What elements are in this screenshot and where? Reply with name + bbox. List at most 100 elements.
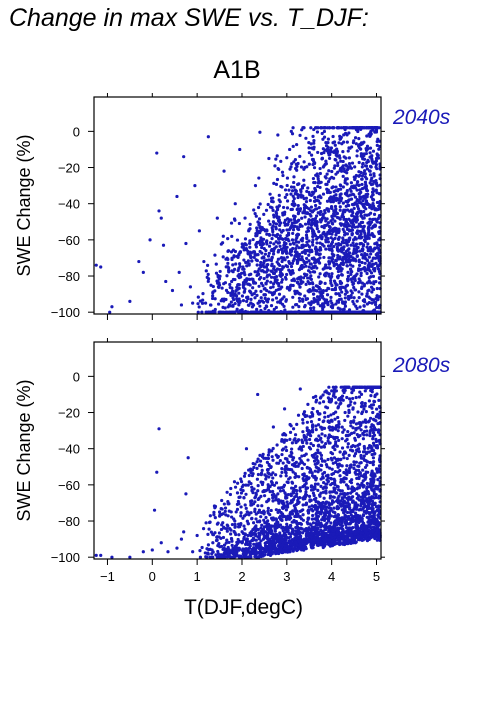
data-point <box>359 241 364 246</box>
data-point <box>254 289 258 293</box>
data-point <box>155 470 159 474</box>
data-point <box>327 156 332 161</box>
data-point <box>193 184 197 188</box>
data-point <box>242 258 246 262</box>
data-point <box>247 473 251 478</box>
data-point <box>336 237 341 241</box>
data-point <box>217 510 222 514</box>
data-point <box>271 200 275 204</box>
data-point <box>298 486 302 490</box>
data-point <box>301 421 305 425</box>
data-point <box>336 256 340 260</box>
data-point <box>308 262 312 266</box>
data-point <box>258 304 262 308</box>
data-point <box>200 545 204 550</box>
data-point <box>288 147 292 152</box>
data-point <box>347 258 351 263</box>
data-point <box>309 205 314 209</box>
data-point <box>312 145 316 149</box>
data-point <box>257 284 261 288</box>
data-point <box>267 310 271 314</box>
data-point <box>311 238 315 242</box>
data-point <box>225 538 229 542</box>
data-point <box>275 207 280 212</box>
data-point <box>371 202 375 206</box>
data-point <box>319 280 323 284</box>
data-point <box>339 297 343 301</box>
data-point <box>368 146 373 150</box>
data-point <box>290 261 295 265</box>
data-point <box>241 489 245 493</box>
data-point <box>241 516 245 520</box>
data-point <box>368 433 372 438</box>
data-point <box>308 193 312 197</box>
data-point <box>267 233 272 237</box>
data-point <box>299 281 303 285</box>
y-tick-label: −20 <box>58 406 80 421</box>
data-point <box>304 233 309 237</box>
data-point <box>283 222 288 226</box>
data-point <box>250 277 254 281</box>
data-point <box>331 254 335 258</box>
data-point <box>335 246 339 251</box>
data-point <box>276 133 280 137</box>
data-point <box>351 406 355 410</box>
data-point <box>255 466 259 470</box>
data-point <box>322 480 326 485</box>
data-point <box>241 283 245 287</box>
data-point <box>280 272 284 276</box>
data-point <box>365 486 369 491</box>
data-point <box>150 548 154 552</box>
data-point <box>302 160 306 164</box>
plot-frame <box>93 96 382 315</box>
data-point <box>338 205 342 209</box>
data-point <box>315 409 320 414</box>
data-point <box>284 518 288 522</box>
data-point <box>350 517 355 521</box>
data-point <box>376 216 380 221</box>
data-point <box>301 440 305 445</box>
data-point <box>337 292 341 296</box>
data-point <box>276 250 280 254</box>
data-point <box>243 287 247 291</box>
data-point <box>307 162 311 166</box>
data-point <box>260 268 265 273</box>
data-point <box>357 198 361 203</box>
data-point <box>274 305 278 310</box>
data-point <box>246 297 250 301</box>
data-point <box>281 237 285 241</box>
data-point <box>296 182 301 186</box>
data-point <box>336 429 340 433</box>
data-point <box>267 244 272 248</box>
data-point <box>334 153 338 157</box>
data-point <box>252 310 257 314</box>
data-point <box>345 472 349 477</box>
data-point <box>346 274 351 278</box>
data-point <box>198 555 203 559</box>
data-point <box>285 438 289 442</box>
data-point <box>296 232 300 236</box>
data-point <box>320 224 324 229</box>
data-point <box>326 286 330 290</box>
data-point <box>230 310 234 314</box>
data-point <box>285 183 289 188</box>
data-point <box>295 302 299 307</box>
data-point <box>292 175 296 179</box>
data-point <box>343 131 348 135</box>
data-point <box>286 231 291 235</box>
data-point <box>227 540 231 545</box>
data-point <box>284 445 288 449</box>
data-point <box>350 209 354 213</box>
data-point <box>306 276 310 280</box>
data-point <box>360 292 364 296</box>
data-point <box>324 141 328 145</box>
data-point <box>252 542 256 546</box>
data-point <box>220 286 224 290</box>
data-point <box>280 230 284 234</box>
data-point <box>279 298 283 302</box>
data-point <box>330 287 334 292</box>
data-point <box>227 268 231 272</box>
data-point <box>359 271 363 275</box>
data-point <box>277 215 281 219</box>
data-point <box>371 249 375 253</box>
